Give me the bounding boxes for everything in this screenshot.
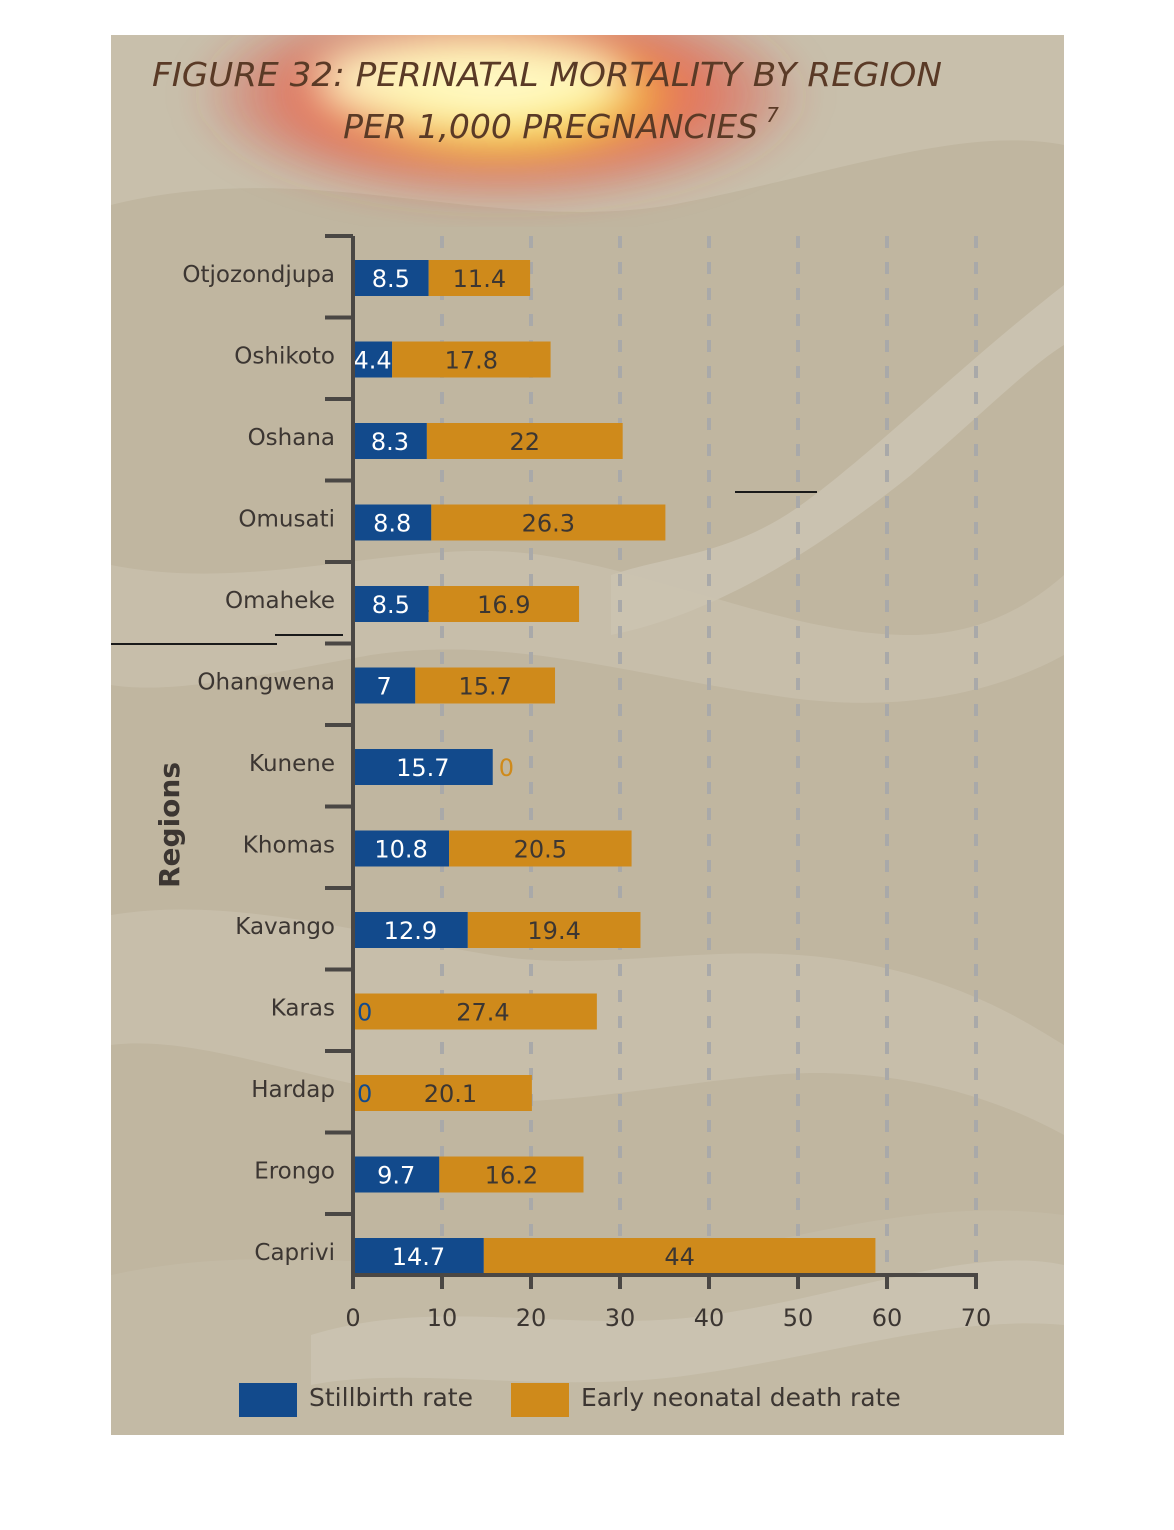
- data-label-stillbirth: 12.9: [384, 917, 437, 945]
- bar-neonatal: [483, 1238, 876, 1274]
- category-label: Kunene: [249, 751, 335, 777]
- data-label-stillbirth: 9.7: [377, 1162, 415, 1190]
- category-label: Caprivi: [254, 1240, 335, 1266]
- data-label-neonatal: 20.5: [514, 836, 567, 864]
- bar-stillbirth: [353, 830, 450, 867]
- data-label-neonatal: 0: [499, 754, 514, 782]
- background-waves: [111, 35, 1064, 1435]
- chart: FIGURE 32: PERINATAL MORTALITY BY REGION…: [111, 35, 1064, 1435]
- category-label: Erongo: [254, 1159, 335, 1185]
- bar-stillbirth: [353, 423, 427, 459]
- category-label: Kavango: [235, 914, 335, 940]
- data-label-neonatal: 17.8: [445, 347, 498, 375]
- bar-neonatal: [428, 260, 531, 296]
- gridlines: [440, 236, 978, 1275]
- heatmap-overlay: [191, 35, 811, 205]
- data-label-neonatal: 26.3: [522, 510, 575, 538]
- category-label: Ohangwena: [197, 670, 335, 696]
- x-tick-label: 60: [872, 1304, 903, 1332]
- bar-neonatal: [353, 1075, 532, 1111]
- data-label-stillbirth: 14.7: [392, 1243, 445, 1271]
- x-tick-label: 70: [961, 1304, 992, 1332]
- y-axis-title: Regions: [153, 762, 186, 888]
- bar-neonatal: [426, 423, 623, 459]
- data-label-neonatal: 15.7: [458, 673, 511, 701]
- data-label-stillbirth: 8.5: [372, 591, 410, 619]
- x-tick-label: 40: [694, 1304, 725, 1332]
- category-label: Omaheke: [225, 588, 335, 614]
- x-tick-label: 20: [516, 1304, 547, 1332]
- data-label-stillbirth: 0: [357, 999, 372, 1027]
- category-label: Oshana: [248, 425, 335, 451]
- legend: Stillbirth rate Early neonatal death rat…: [239, 1383, 901, 1417]
- bar-stillbirth: [353, 1156, 440, 1193]
- bar-stillbirth: [353, 341, 393, 378]
- legend-label-neonatal: Early neonatal death rate: [581, 1383, 901, 1412]
- data-label-neonatal: 16.2: [485, 1162, 538, 1190]
- bar-stillbirth: [353, 912, 468, 948]
- axes: [325, 234, 978, 1277]
- chart-title: FIGURE 32: PERINATAL MORTALITY BY REGION…: [152, 55, 942, 146]
- title-line-1: FIGURE 32: PERINATAL MORTALITY BY REGION: [152, 55, 942, 94]
- bar-neonatal: [353, 993, 597, 1030]
- x-tick-label: 10: [427, 1304, 458, 1332]
- bar-neonatal: [431, 504, 666, 541]
- x-tick-label: 0: [345, 1304, 360, 1332]
- category-labels: Otjozondjupa Oshikoto Oshana Omusati Omaheke…: [182, 262, 335, 1266]
- category-label: Omusati: [238, 507, 335, 533]
- legend-swatch-stillbirth: [239, 1383, 297, 1417]
- category-label: Khomas: [243, 833, 335, 859]
- data-label-neonatal: 19.4: [527, 917, 580, 945]
- data-label-stillbirth: 0: [357, 1080, 372, 1108]
- data-label-stillbirth: 7: [377, 673, 392, 701]
- category-label: Oshikoto: [234, 344, 335, 370]
- x-ticks: 0 10 20 30 40 50 60 70: [345, 1275, 991, 1332]
- data-label-stillbirth: 15.7: [396, 754, 449, 782]
- bar-stillbirth: [353, 586, 429, 622]
- data-label-stillbirth: 4.4: [353, 347, 391, 375]
- chart-panel: FIGURE 32: PERINATAL MORTALITY BY REGION…: [111, 35, 1064, 1435]
- data-label-neonatal: 44: [664, 1243, 695, 1271]
- x-tick-label: 30: [605, 1304, 636, 1332]
- data-label-neonatal: 20.1: [424, 1080, 477, 1108]
- data-label-neonatal: 27.4: [456, 999, 509, 1027]
- data-label-neonatal: 22: [509, 428, 540, 456]
- title-line-2: PER 1,000 PREGNANCIES 7: [343, 103, 779, 146]
- data-label-neonatal: 11.4: [453, 265, 506, 293]
- category-label: Otjozondjupa: [182, 262, 335, 288]
- bar-neonatal: [392, 341, 551, 378]
- legend-label-stillbirth: Stillbirth rate: [309, 1383, 473, 1412]
- category-label: Hardap: [251, 1077, 335, 1103]
- bar-neonatal: [428, 586, 580, 622]
- data-label-stillbirth: 8.3: [371, 428, 409, 456]
- bar-neonatal: [415, 667, 556, 704]
- category-label: Karas: [271, 996, 335, 1022]
- legend-swatch-neonatal: [511, 1383, 569, 1417]
- data-label-stillbirth: 10.8: [374, 836, 427, 864]
- data-label-stillbirth: 8.5: [372, 265, 410, 293]
- bar-stillbirth: [353, 1238, 484, 1274]
- x-tick-label: 50: [783, 1304, 814, 1332]
- bar-neonatal: [467, 912, 641, 948]
- bar-stillbirth: [353, 504, 432, 541]
- bar-stillbirth: [353, 667, 416, 704]
- bar-neonatal: [449, 830, 632, 867]
- bar-neonatal: [439, 1156, 584, 1193]
- bar-stillbirth: [353, 749, 493, 785]
- bar-stillbirth: [353, 260, 429, 296]
- data-label-neonatal: 16.9: [477, 591, 530, 619]
- bars: 8.5 11.4 4.4 17.8 8.3 22 8.8 26.3 8.5 16.9 7 15.7 15…: [353, 260, 876, 1274]
- data-label-stillbirth: 8.8: [373, 510, 411, 538]
